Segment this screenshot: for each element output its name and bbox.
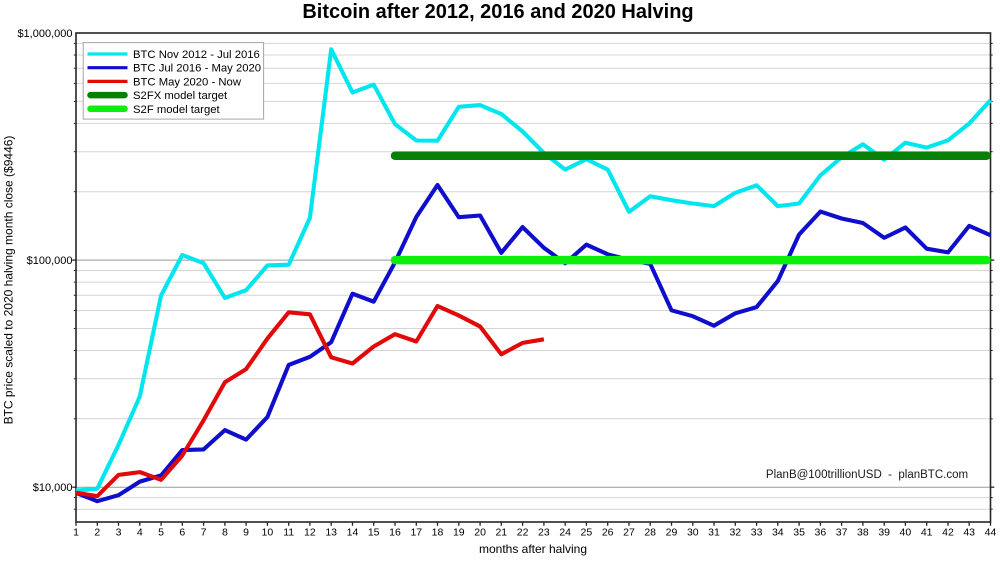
svg-text:24: 24 [559, 527, 571, 539]
svg-text:31: 31 [708, 527, 720, 539]
svg-text:40: 40 [900, 527, 912, 539]
svg-text:PlanB@100trillionUSD - planB: PlanB@100trillionUSD - planBTC.com [766, 469, 968, 481]
svg-text:1: 1 [73, 527, 79, 539]
svg-text:16: 16 [389, 527, 401, 539]
svg-text:6: 6 [179, 527, 185, 539]
svg-text:35: 35 [793, 527, 805, 539]
svg-text:BTC Jul 2016 - May 2020: BTC Jul 2016 - May 2020 [133, 63, 261, 75]
svg-text:23: 23 [538, 527, 550, 539]
svg-text:months after halving: months after halving [479, 542, 587, 556]
svg-text:17: 17 [410, 527, 422, 539]
svg-text:BTC May 2020 - Now: BTC May 2020 - Now [133, 76, 242, 88]
svg-text:10: 10 [262, 527, 274, 539]
svg-text:44: 44 [985, 527, 997, 539]
svg-text:37: 37 [836, 527, 848, 539]
svg-text:8: 8 [222, 527, 228, 539]
svg-text:34: 34 [772, 527, 784, 539]
svg-text:43: 43 [963, 527, 975, 539]
svg-text:15: 15 [368, 527, 380, 539]
svg-text:38: 38 [857, 527, 869, 539]
svg-text:7: 7 [201, 527, 207, 539]
svg-text:4: 4 [137, 527, 143, 539]
svg-text:26: 26 [602, 527, 614, 539]
svg-text:$100,000: $100,000 [27, 255, 73, 267]
svg-text:$1,000,000: $1,000,000 [17, 28, 72, 40]
svg-text:2: 2 [94, 527, 100, 539]
svg-text:28: 28 [644, 527, 656, 539]
svg-text:22: 22 [517, 527, 529, 539]
svg-text:36: 36 [815, 527, 827, 539]
svg-text:S2FX model target: S2FX model target [133, 90, 228, 102]
svg-text:32: 32 [729, 527, 741, 539]
svg-text:41: 41 [921, 527, 933, 539]
svg-text:30: 30 [687, 527, 699, 539]
svg-text:21: 21 [495, 527, 507, 539]
svg-text:5: 5 [158, 527, 164, 539]
svg-text:29: 29 [666, 527, 678, 539]
svg-text:3: 3 [116, 527, 122, 539]
svg-text:Bitcoin after 2012, 2016 and 2: Bitcoin after 2012, 2016 and 2020 Halvin… [302, 1, 693, 23]
svg-text:14: 14 [347, 527, 359, 539]
svg-text:$10,000: $10,000 [33, 482, 73, 494]
svg-text:39: 39 [878, 527, 890, 539]
svg-text:20: 20 [474, 527, 486, 539]
svg-text:S2F model target: S2F model target [133, 104, 221, 116]
svg-text:9: 9 [243, 527, 249, 539]
svg-text:11: 11 [283, 527, 294, 539]
svg-text:13: 13 [325, 527, 337, 539]
svg-text:BTC price scaled to 2020 halvi: BTC price scaled to 2020 halving month c… [2, 136, 16, 425]
svg-text:33: 33 [751, 527, 763, 539]
svg-text:27: 27 [623, 527, 635, 539]
svg-text:12: 12 [304, 527, 316, 539]
svg-text:18: 18 [432, 527, 444, 539]
svg-text:19: 19 [453, 527, 465, 539]
svg-text:42: 42 [942, 527, 954, 539]
svg-text:BTC Nov 2012 - Jul 2016: BTC Nov 2012 - Jul 2016 [133, 49, 260, 61]
svg-text:25: 25 [581, 527, 593, 539]
